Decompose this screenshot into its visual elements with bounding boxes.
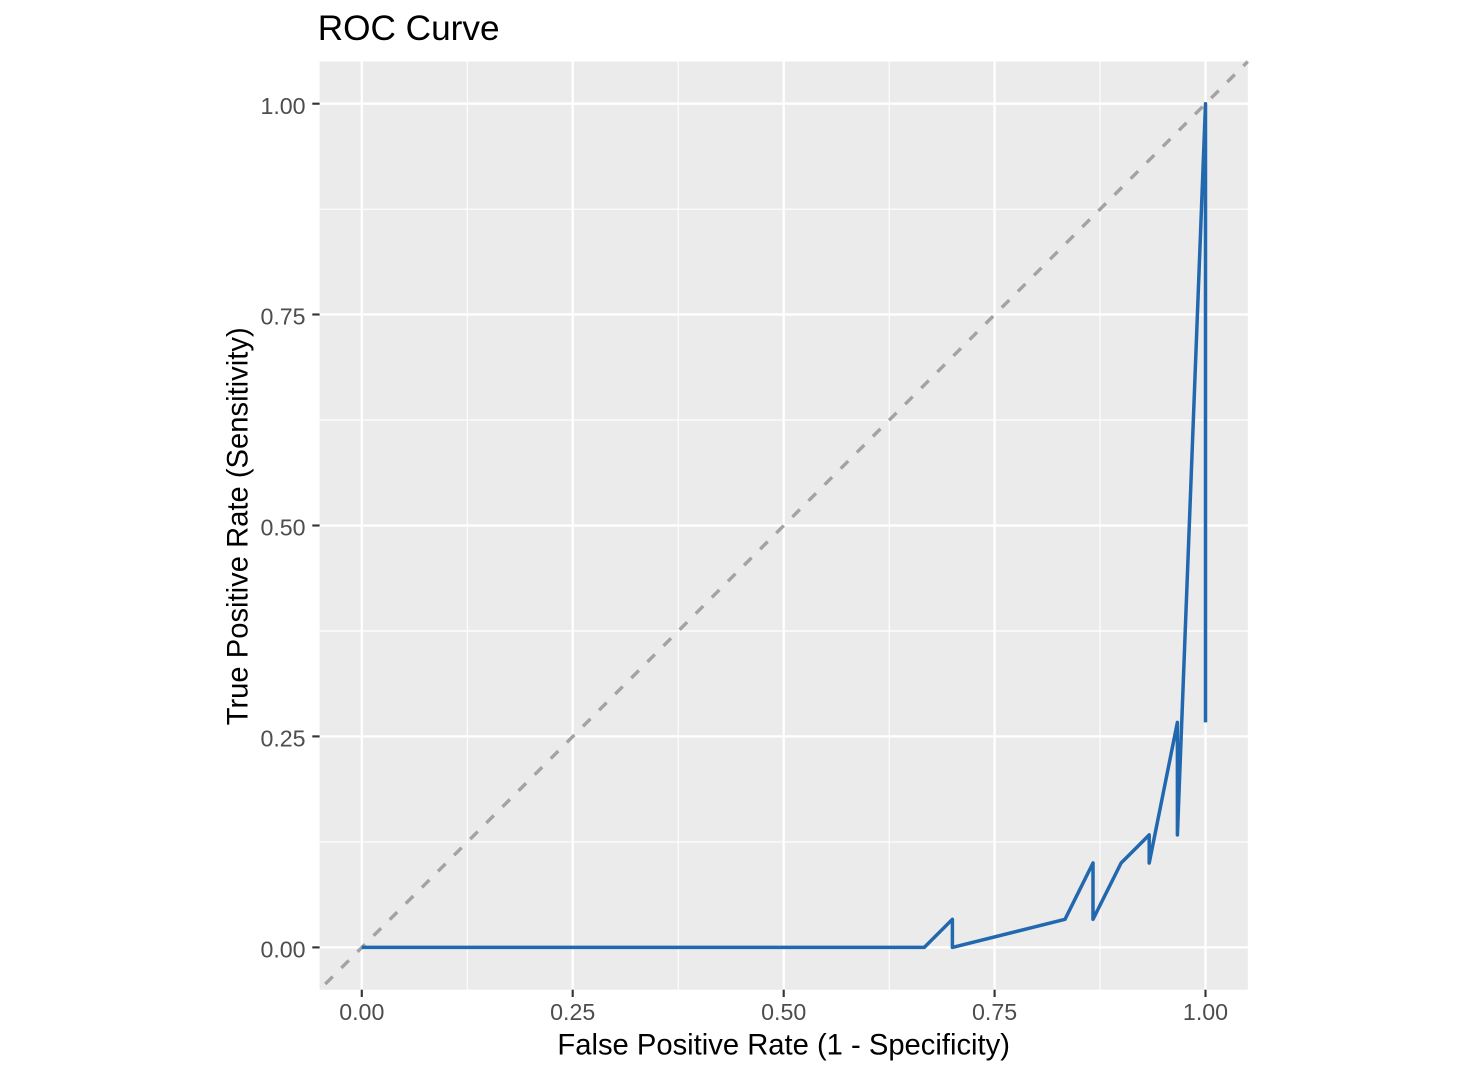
svg-text:0.00: 0.00 (260, 937, 305, 963)
svg-text:False Positive Rate (1 - Speci: False Positive Rate (1 - Specificity) (557, 1030, 1010, 1062)
svg-text:0.25: 0.25 (550, 999, 595, 1025)
svg-text:1.00: 1.00 (1183, 999, 1228, 1025)
svg-text:True Positive Rate (Sensitivit: True Positive Rate (Sensitivity) (222, 327, 254, 725)
svg-text:1.00: 1.00 (260, 93, 305, 119)
svg-text:0.50: 0.50 (761, 999, 806, 1025)
svg-text:0.75: 0.75 (260, 304, 305, 330)
svg-text:0.00: 0.00 (339, 999, 384, 1025)
svg-text:0.25: 0.25 (260, 726, 305, 752)
svg-text:ROC Curve: ROC Curve (318, 9, 500, 48)
svg-text:0.75: 0.75 (972, 999, 1017, 1025)
svg-text:0.50: 0.50 (260, 515, 305, 541)
